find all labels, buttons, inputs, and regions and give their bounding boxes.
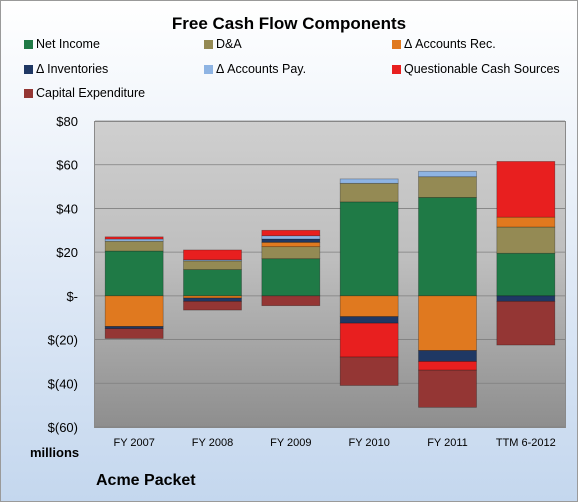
- bar-segment: [104, 240, 164, 252]
- bar-segment: [339, 356, 399, 386]
- bar-segment: [418, 176, 477, 198]
- bar-segment: [496, 161, 556, 218]
- legend-swatch: [204, 65, 213, 74]
- bar-segment: [339, 201, 399, 297]
- x-tick-label: FY 2009: [270, 437, 311, 449]
- bar-segment: [261, 246, 321, 260]
- y-tick-label: $80: [56, 114, 78, 129]
- x-tick-label: FY 2011: [427, 437, 468, 449]
- bar-segment: [104, 328, 164, 339]
- bar-segment: [339, 178, 399, 184]
- bar-segment: [418, 170, 477, 178]
- bar-segment: [339, 322, 399, 358]
- bar-segment: [183, 297, 242, 302]
- bar-segment: [104, 295, 164, 327]
- bar-segment: [183, 269, 242, 297]
- legend-label: Δ Inventories: [36, 62, 109, 76]
- bar-segment: [496, 252, 556, 297]
- legend-label: Δ Accounts Rec.: [404, 37, 496, 51]
- bar-segment: [496, 300, 556, 346]
- company-name: Acme Packet: [96, 472, 196, 489]
- bar-segment: [496, 226, 556, 254]
- x-tick-label: FY 2008: [192, 437, 233, 449]
- bar-segment: [261, 258, 321, 297]
- bar-segment: [261, 229, 321, 237]
- legend-swatch: [392, 65, 401, 74]
- legend-swatch: [204, 40, 213, 49]
- bar-segment: [496, 295, 556, 302]
- chart-title: Free Cash Flow Components: [171, 14, 407, 33]
- bar-segment: [183, 249, 242, 261]
- bar-segment: [339, 316, 399, 324]
- bar-segment: [496, 216, 556, 228]
- bar-segment: [418, 350, 477, 362]
- x-tick-label: TTM 6-2012: [496, 437, 556, 449]
- legend-swatch: [24, 65, 33, 74]
- x-tick-label: FY 2010: [348, 437, 389, 449]
- y-tick-label: $40: [56, 201, 78, 216]
- bar-segment: [261, 235, 321, 240]
- units-label: millions: [30, 445, 80, 460]
- legend-label: Δ Accounts Pay.: [216, 62, 307, 76]
- bar-segment: [339, 295, 399, 317]
- bar-segment: [104, 250, 164, 297]
- legend-swatch: [24, 40, 33, 49]
- bar-segment: [261, 241, 321, 248]
- bar-segment: [418, 369, 477, 408]
- bar-segment: [261, 238, 321, 243]
- y-tick-label: $20: [56, 245, 78, 260]
- bar-segment: [339, 182, 399, 203]
- bar-segment: [183, 300, 242, 311]
- plot-area: [94, 121, 566, 428]
- y-tick-label: $(60): [48, 420, 78, 435]
- legend-label: Questionable Cash Sources: [404, 62, 560, 76]
- legend-label: D&A: [216, 37, 242, 51]
- y-tick-label: $60: [56, 158, 78, 173]
- bar-segment: [261, 295, 321, 307]
- bar-segment: [418, 361, 477, 371]
- legend-label: Capital Expenditure: [36, 86, 146, 100]
- legend-swatch: [392, 40, 401, 49]
- legend-label: Net Income: [36, 37, 100, 51]
- y-tick-label: $-: [66, 289, 78, 304]
- bar-segment: [418, 295, 477, 351]
- bar-segment: [104, 236, 164, 240]
- bar-segment: [418, 197, 477, 297]
- y-tick-label: $(20): [48, 333, 78, 348]
- bar-segment: [183, 260, 242, 270]
- legend-swatch: [24, 89, 33, 98]
- x-tick-label: FY 2007: [113, 437, 154, 449]
- y-tick-label: $(40): [48, 376, 78, 391]
